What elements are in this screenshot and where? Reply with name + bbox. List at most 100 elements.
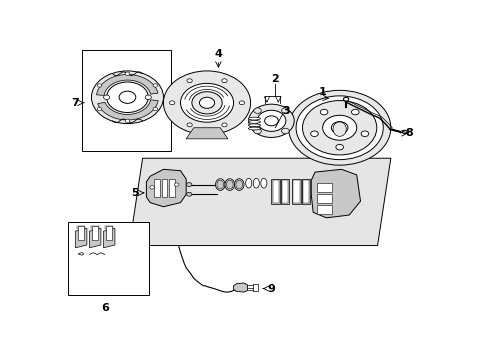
- Circle shape: [174, 183, 179, 186]
- Polygon shape: [75, 228, 87, 248]
- Bar: [316, 205, 331, 214]
- Ellipse shape: [248, 124, 260, 127]
- Polygon shape: [186, 128, 227, 139]
- Bar: [293, 180, 299, 203]
- Circle shape: [310, 131, 318, 136]
- Bar: [91, 226, 99, 229]
- Circle shape: [322, 115, 356, 140]
- Circle shape: [186, 123, 192, 127]
- Bar: [302, 180, 308, 203]
- Circle shape: [351, 109, 358, 115]
- Text: 9: 9: [267, 284, 275, 293]
- Polygon shape: [78, 252, 84, 255]
- Polygon shape: [103, 228, 115, 248]
- Ellipse shape: [248, 121, 260, 123]
- Text: 4: 4: [214, 49, 222, 59]
- Polygon shape: [311, 169, 360, 218]
- Circle shape: [239, 101, 244, 105]
- Bar: [78, 226, 84, 240]
- Circle shape: [331, 122, 347, 134]
- Circle shape: [91, 71, 163, 123]
- Circle shape: [257, 110, 285, 131]
- Bar: [77, 226, 85, 229]
- Circle shape: [295, 96, 383, 159]
- Circle shape: [180, 84, 233, 122]
- Circle shape: [302, 100, 376, 155]
- Circle shape: [320, 109, 327, 115]
- Circle shape: [163, 71, 250, 135]
- Ellipse shape: [260, 178, 266, 188]
- Circle shape: [402, 130, 407, 134]
- Circle shape: [199, 97, 214, 108]
- Ellipse shape: [224, 179, 234, 190]
- Ellipse shape: [235, 180, 242, 189]
- Polygon shape: [280, 179, 289, 204]
- Circle shape: [125, 119, 129, 122]
- Polygon shape: [233, 283, 247, 292]
- Bar: [154, 179, 159, 197]
- Circle shape: [103, 95, 109, 99]
- Text: 2: 2: [271, 74, 279, 84]
- Circle shape: [335, 144, 343, 150]
- Polygon shape: [292, 179, 300, 204]
- Polygon shape: [96, 75, 158, 95]
- Polygon shape: [98, 100, 158, 120]
- Circle shape: [119, 91, 136, 103]
- Circle shape: [106, 82, 148, 112]
- Text: 7: 7: [71, 98, 79, 108]
- Ellipse shape: [245, 178, 251, 188]
- Ellipse shape: [253, 178, 259, 188]
- Ellipse shape: [226, 180, 233, 189]
- Circle shape: [281, 108, 288, 113]
- Bar: [316, 183, 331, 192]
- Circle shape: [191, 92, 222, 114]
- Bar: [68, 222, 149, 296]
- Polygon shape: [252, 284, 258, 291]
- Circle shape: [97, 107, 102, 111]
- Bar: [272, 180, 278, 203]
- Bar: [82, 50, 171, 151]
- Circle shape: [253, 108, 261, 113]
- Circle shape: [97, 84, 102, 87]
- Circle shape: [153, 84, 157, 87]
- Ellipse shape: [248, 127, 260, 130]
- Ellipse shape: [248, 117, 260, 120]
- Circle shape: [153, 107, 157, 111]
- Circle shape: [149, 186, 154, 189]
- Bar: [92, 226, 98, 240]
- Polygon shape: [146, 169, 186, 207]
- Text: 5: 5: [131, 188, 139, 198]
- Bar: [105, 226, 112, 240]
- Text: 1: 1: [318, 87, 326, 97]
- Circle shape: [186, 183, 191, 186]
- Circle shape: [186, 79, 192, 83]
- Bar: [282, 180, 287, 203]
- Polygon shape: [129, 158, 390, 246]
- Circle shape: [360, 131, 368, 136]
- Bar: [105, 226, 113, 229]
- Ellipse shape: [215, 179, 224, 190]
- Polygon shape: [301, 179, 309, 204]
- Circle shape: [222, 123, 226, 127]
- Polygon shape: [89, 228, 101, 248]
- Circle shape: [125, 72, 129, 75]
- Polygon shape: [271, 179, 279, 204]
- Ellipse shape: [234, 179, 244, 190]
- Circle shape: [343, 97, 348, 101]
- Circle shape: [248, 104, 294, 138]
- Bar: [169, 179, 175, 197]
- Circle shape: [169, 101, 175, 105]
- Circle shape: [186, 192, 191, 196]
- Circle shape: [222, 79, 226, 83]
- Circle shape: [281, 128, 288, 134]
- Circle shape: [145, 95, 151, 99]
- Circle shape: [264, 116, 278, 126]
- Text: 6: 6: [101, 303, 108, 313]
- Ellipse shape: [332, 122, 346, 136]
- Circle shape: [253, 128, 261, 134]
- Circle shape: [288, 90, 390, 165]
- Text: 3: 3: [282, 106, 290, 116]
- Bar: [316, 194, 331, 203]
- Bar: [161, 179, 167, 197]
- Ellipse shape: [217, 180, 223, 189]
